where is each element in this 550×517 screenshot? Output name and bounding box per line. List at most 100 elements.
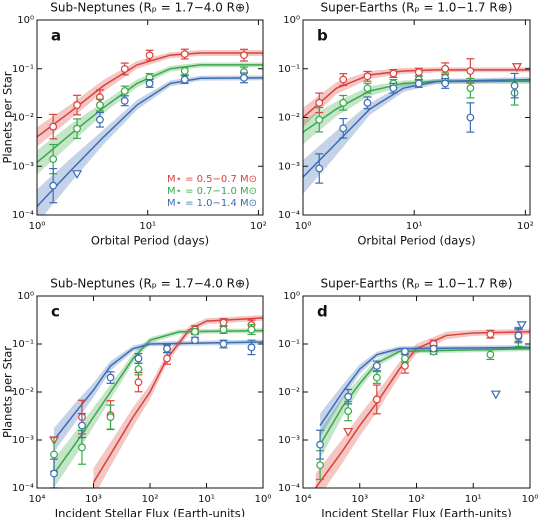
plot-frame xyxy=(302,295,531,489)
fit-line xyxy=(37,77,263,207)
panel-title: Sub-Neptunes (Rₚ = 1.7−4.0 R⊕) xyxy=(50,1,249,15)
data-point xyxy=(134,354,143,363)
x-tick-label: 10¹ xyxy=(139,221,156,232)
data-point xyxy=(73,124,81,133)
y-tick-label: 10⁻⁴ xyxy=(12,210,34,221)
data-point xyxy=(145,79,154,88)
data-point xyxy=(389,69,398,78)
y-tick-label: 10⁰ xyxy=(283,291,300,302)
fit-line xyxy=(303,78,530,178)
data-point xyxy=(316,461,324,469)
x-tick-label: 10² xyxy=(517,221,534,232)
data-point xyxy=(106,373,115,382)
data-point xyxy=(339,124,348,133)
x-axis-label: Incident Stellar Flux (Earth-units) xyxy=(321,507,512,517)
data-point xyxy=(389,84,398,93)
data-point xyxy=(134,378,143,387)
data-point xyxy=(49,155,58,164)
data-point xyxy=(180,75,189,84)
x-tick-label: 10⁰ xyxy=(29,221,46,232)
x-axis-label: Orbital Period (days) xyxy=(91,234,209,248)
plot-frame xyxy=(36,19,264,216)
data-point xyxy=(120,65,129,73)
x-axis-label: Incident Stellar Flux (Earth-units) xyxy=(55,507,246,517)
plot-area xyxy=(53,315,263,488)
data-point xyxy=(401,361,409,370)
data-point xyxy=(486,330,495,339)
data-point xyxy=(163,344,171,353)
data-point xyxy=(514,331,523,340)
y-tick-label: 10⁻¹ xyxy=(12,64,34,75)
fit-line xyxy=(319,346,530,426)
y-tick-label: 10⁻³ xyxy=(12,161,34,172)
x-tick-label: 10⁴ xyxy=(29,494,46,505)
panel-letter: b xyxy=(317,27,328,45)
x-tick-label: 10¹ xyxy=(465,494,482,505)
data-point xyxy=(414,79,423,88)
upper-limit xyxy=(490,390,501,400)
data-point xyxy=(78,421,86,430)
data-point xyxy=(466,113,475,122)
y-tick-label: 10⁻¹ xyxy=(12,339,34,350)
x-tick-label: 10¹ xyxy=(198,494,215,505)
y-tick-label: 10⁻⁴ xyxy=(278,210,300,221)
data-point xyxy=(247,325,256,334)
panel-letter: c xyxy=(51,303,60,321)
data-point xyxy=(466,84,475,93)
upper-limit xyxy=(72,170,83,180)
fit-band xyxy=(54,339,263,452)
data-point xyxy=(219,318,228,327)
legend-entry: M⋆ = 0.5−0.7 M⊙ xyxy=(167,174,257,185)
y-tick-label: 10⁻² xyxy=(12,113,34,124)
fit-line xyxy=(303,69,530,119)
fit-band xyxy=(54,328,263,488)
y-tick-label: 10⁰ xyxy=(17,291,34,302)
data-point xyxy=(466,67,475,75)
plot-area xyxy=(37,50,263,215)
data-point xyxy=(191,327,199,336)
y-tick-label: 10⁰ xyxy=(283,15,300,26)
x-tick-label: 10² xyxy=(250,221,267,232)
data-point xyxy=(240,51,248,60)
y-tick-label: 10⁻² xyxy=(12,387,34,398)
data-point xyxy=(316,440,324,449)
y-tick-label: 10⁻³ xyxy=(12,435,34,446)
panel-letter: d xyxy=(317,303,328,321)
x-tick-label: 10⁰ xyxy=(522,494,539,505)
fit-line xyxy=(319,347,530,446)
fit-line xyxy=(92,317,263,483)
data-point xyxy=(441,79,450,88)
panel-title: Super-Earths (Rₚ = 1.0−1.7 R⊕) xyxy=(321,277,513,291)
data-point xyxy=(191,336,199,345)
data-point xyxy=(441,64,450,73)
plot-area xyxy=(303,67,530,195)
data-point xyxy=(344,392,353,401)
data-point xyxy=(145,51,154,60)
upper-limit xyxy=(343,427,354,437)
data-point xyxy=(219,340,228,348)
data-point xyxy=(180,67,189,75)
data-point xyxy=(344,407,353,416)
data-point xyxy=(510,81,519,90)
data-point xyxy=(315,164,324,173)
data-point xyxy=(372,373,381,382)
data-point xyxy=(315,115,324,124)
upper-limit xyxy=(516,321,527,331)
fit-line xyxy=(53,341,263,441)
x-tick-label: 10⁰ xyxy=(295,221,312,232)
data-point xyxy=(339,75,348,84)
x-tick-label: 10³ xyxy=(85,494,102,505)
upper-limit xyxy=(511,63,523,72)
data-point xyxy=(49,181,58,190)
data-point xyxy=(401,354,409,363)
data-point xyxy=(219,325,228,334)
data-point xyxy=(96,115,104,124)
fit-line xyxy=(37,64,263,163)
data-point xyxy=(372,395,381,404)
data-point xyxy=(163,354,171,363)
y-tick-label: 10⁻³ xyxy=(278,435,300,446)
data-point xyxy=(363,84,372,93)
data-point xyxy=(372,361,381,370)
plot-frame xyxy=(302,19,531,216)
